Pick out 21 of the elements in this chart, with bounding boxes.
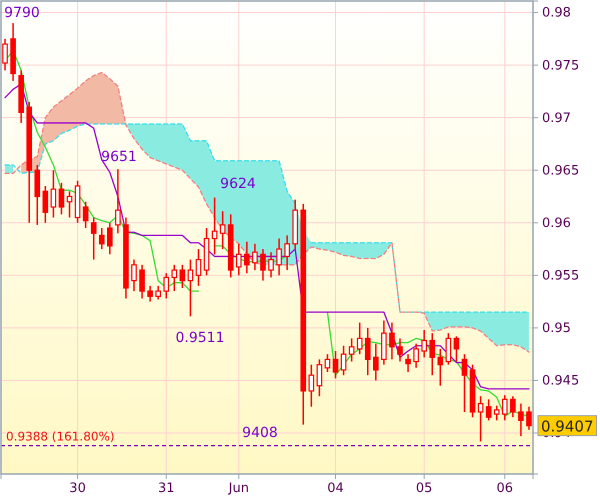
- y-tick-label: 0.95: [542, 321, 571, 336]
- annotation: 9790: [4, 5, 40, 21]
- y-tick-label: 0.98: [542, 6, 571, 21]
- annotation: 9624: [220, 176, 256, 192]
- y-tick-label: 0.945: [542, 374, 580, 389]
- x-tick-label: 04: [327, 481, 344, 496]
- y-tick-label: 0.97: [542, 110, 571, 126]
- y-tick-label: 0.96: [542, 216, 571, 231]
- ref-line-label: 0.9388 (161.80%): [6, 430, 115, 444]
- x-tick-label: 31: [158, 481, 175, 496]
- annotation: 9408: [242, 425, 278, 441]
- text: 0.9407: [541, 418, 594, 436]
- y-tick-label: 0.955: [542, 268, 580, 284]
- y-tick-label: 0.965: [542, 163, 580, 178]
- x-tick-label: Jun: [228, 481, 249, 496]
- x-tick-label: 05: [416, 481, 432, 496]
- annotation: 9651: [101, 149, 137, 165]
- y-tick-label: 0.975: [542, 58, 580, 74]
- x-tick-label: 06: [496, 481, 514, 496]
- x-tick-label: 30: [69, 481, 86, 496]
- annotation: 0.9511: [176, 330, 224, 346]
